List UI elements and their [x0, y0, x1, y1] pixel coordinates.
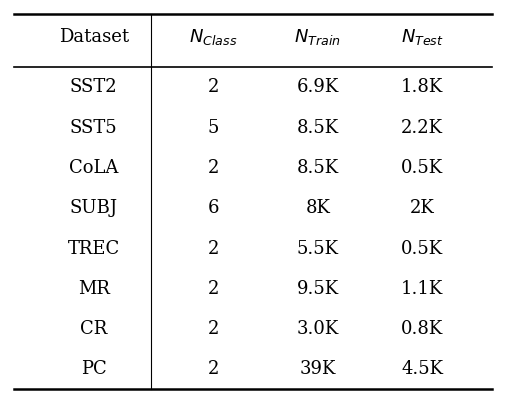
Text: CoLA: CoLA	[69, 159, 118, 177]
Text: SST2: SST2	[70, 79, 117, 97]
Text: 8.5K: 8.5K	[296, 119, 338, 137]
Text: 5.5K: 5.5K	[296, 240, 338, 258]
Text: 2.2K: 2.2K	[400, 119, 442, 137]
Text: $N_{Class}$: $N_{Class}$	[189, 27, 237, 47]
Text: 1.8K: 1.8K	[400, 79, 442, 97]
Text: 2: 2	[207, 240, 219, 258]
Text: 2K: 2K	[409, 199, 434, 217]
Text: 6.9K: 6.9K	[296, 79, 338, 97]
Text: 8K: 8K	[305, 199, 329, 217]
Text: 6: 6	[207, 199, 219, 217]
Text: Dataset: Dataset	[59, 28, 129, 46]
Text: 4.5K: 4.5K	[400, 360, 442, 378]
Text: $N_{Test}$: $N_{Test}$	[400, 27, 443, 47]
Text: SST5: SST5	[70, 119, 117, 137]
Text: 3.0K: 3.0K	[296, 320, 338, 338]
Text: 0.5K: 0.5K	[400, 159, 442, 177]
Text: 2: 2	[207, 79, 219, 97]
Text: 2: 2	[207, 280, 219, 298]
Text: PC: PC	[81, 360, 107, 378]
Text: MR: MR	[78, 280, 110, 298]
Text: 2: 2	[207, 320, 219, 338]
Text: TREC: TREC	[68, 240, 120, 258]
Text: 0.8K: 0.8K	[400, 320, 442, 338]
Text: 9.5K: 9.5K	[296, 280, 338, 298]
Text: 1.1K: 1.1K	[400, 280, 442, 298]
Text: 2: 2	[207, 360, 219, 378]
Text: 0.5K: 0.5K	[400, 240, 442, 258]
Text: $N_{Train}$: $N_{Train}$	[294, 27, 340, 47]
Text: CR: CR	[80, 320, 107, 338]
Text: SUBJ: SUBJ	[70, 199, 118, 217]
Text: 2: 2	[207, 159, 219, 177]
Text: 5: 5	[207, 119, 219, 137]
Text: 39K: 39K	[299, 360, 335, 378]
Text: 8.5K: 8.5K	[296, 159, 338, 177]
